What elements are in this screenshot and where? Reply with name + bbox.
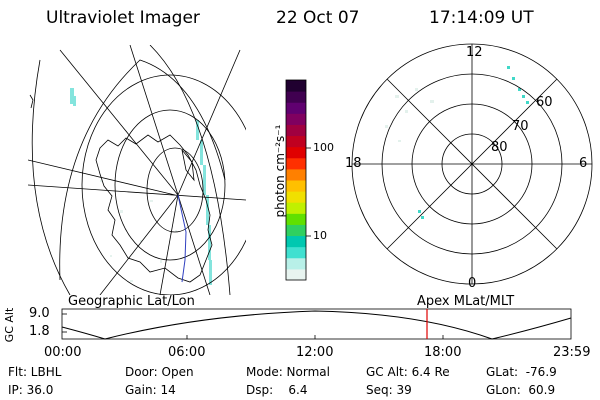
colorbar-unit-label: photon cm⁻²s⁻¹ <box>273 124 287 218</box>
lat-label-80: 80 <box>491 140 508 155</box>
colorbar-cell <box>286 168 306 181</box>
altitude-curve <box>61 310 572 340</box>
date-label: 22 Oct 07 <box>276 8 360 28</box>
xtick-1200: 12:00 <box>296 345 334 360</box>
colorbar-cell <box>286 80 306 92</box>
xtick-1800: 18:00 <box>424 345 462 360</box>
lat-label-70: 70 <box>512 119 529 134</box>
altitude-ytick-max: 9.0 <box>29 306 50 321</box>
mlt-label-bottom: 0 <box>468 276 477 291</box>
colorbar-cell <box>286 246 306 259</box>
glon-value: GLon: 60.9 <box>486 383 556 397</box>
colorbar-cell <box>286 146 306 159</box>
xtick-0600: 06:00 <box>168 345 206 360</box>
colorbar-cell <box>286 235 306 248</box>
polar-plot <box>351 43 593 285</box>
colorbar-cell <box>286 113 306 125</box>
altitude-plot <box>61 308 572 340</box>
colorbar-tick-10: 10 <box>313 229 327 242</box>
mlt-label-left: 18 <box>345 156 362 171</box>
colorbar-cell <box>286 180 306 192</box>
colorbar <box>285 79 311 281</box>
mlt-label-top: 12 <box>466 45 483 60</box>
altitude-ytick-min: 1.8 <box>29 324 50 339</box>
lat-label-60: 60 <box>536 95 553 110</box>
door-value: Door: Open <box>125 365 194 379</box>
geographic-projection-label: Geographic Lat/Lon <box>68 294 195 309</box>
colorbar-cell <box>286 91 306 103</box>
coastline <box>95 134 213 283</box>
colorbar-cell <box>286 224 306 237</box>
colorbar-cell <box>286 102 306 114</box>
colorbar-cell <box>286 191 306 203</box>
colorbar-cell <box>286 135 306 148</box>
satellite-track <box>177 194 187 283</box>
colorbar-cell <box>286 257 306 270</box>
gc-alt-value: GC Alt: 6.4 Re <box>366 365 450 379</box>
colorbar-cell <box>286 268 306 281</box>
mlt-label-right: 6 <box>579 156 588 171</box>
colorbar-cell <box>286 124 306 137</box>
colorbar-cell <box>286 157 306 170</box>
ip-value: IP: 36.0 <box>8 383 54 397</box>
dsp-value: Dsp: 6.4 <box>246 383 308 397</box>
map-noise <box>100 180 177 282</box>
mode-value: Mode: Normal <box>246 365 330 379</box>
aurora-patches <box>70 88 212 285</box>
instrument-title: Ultraviolet Imager <box>46 8 200 28</box>
seq-value: Seq: 39 <box>366 383 412 397</box>
xtick-0000: 00:00 <box>44 345 82 360</box>
geographic-map <box>28 45 246 295</box>
xtick-2359: 23:59 <box>553 345 591 360</box>
apex-projection-label: Apex MLat/MLT <box>417 294 515 309</box>
gain-value: Gain: 14 <box>125 383 176 397</box>
colorbar-tick-100: 100 <box>313 141 334 154</box>
time-label: 17:14:09 UT <box>429 8 534 28</box>
glat-value: GLat: -76.9 <box>486 365 557 379</box>
filter-value: Flt: LBHL <box>8 365 62 379</box>
colorbar-cell <box>286 202 306 214</box>
altitude-ylabel: GC Alt <box>3 307 16 343</box>
colorbar-cell <box>286 213 306 225</box>
